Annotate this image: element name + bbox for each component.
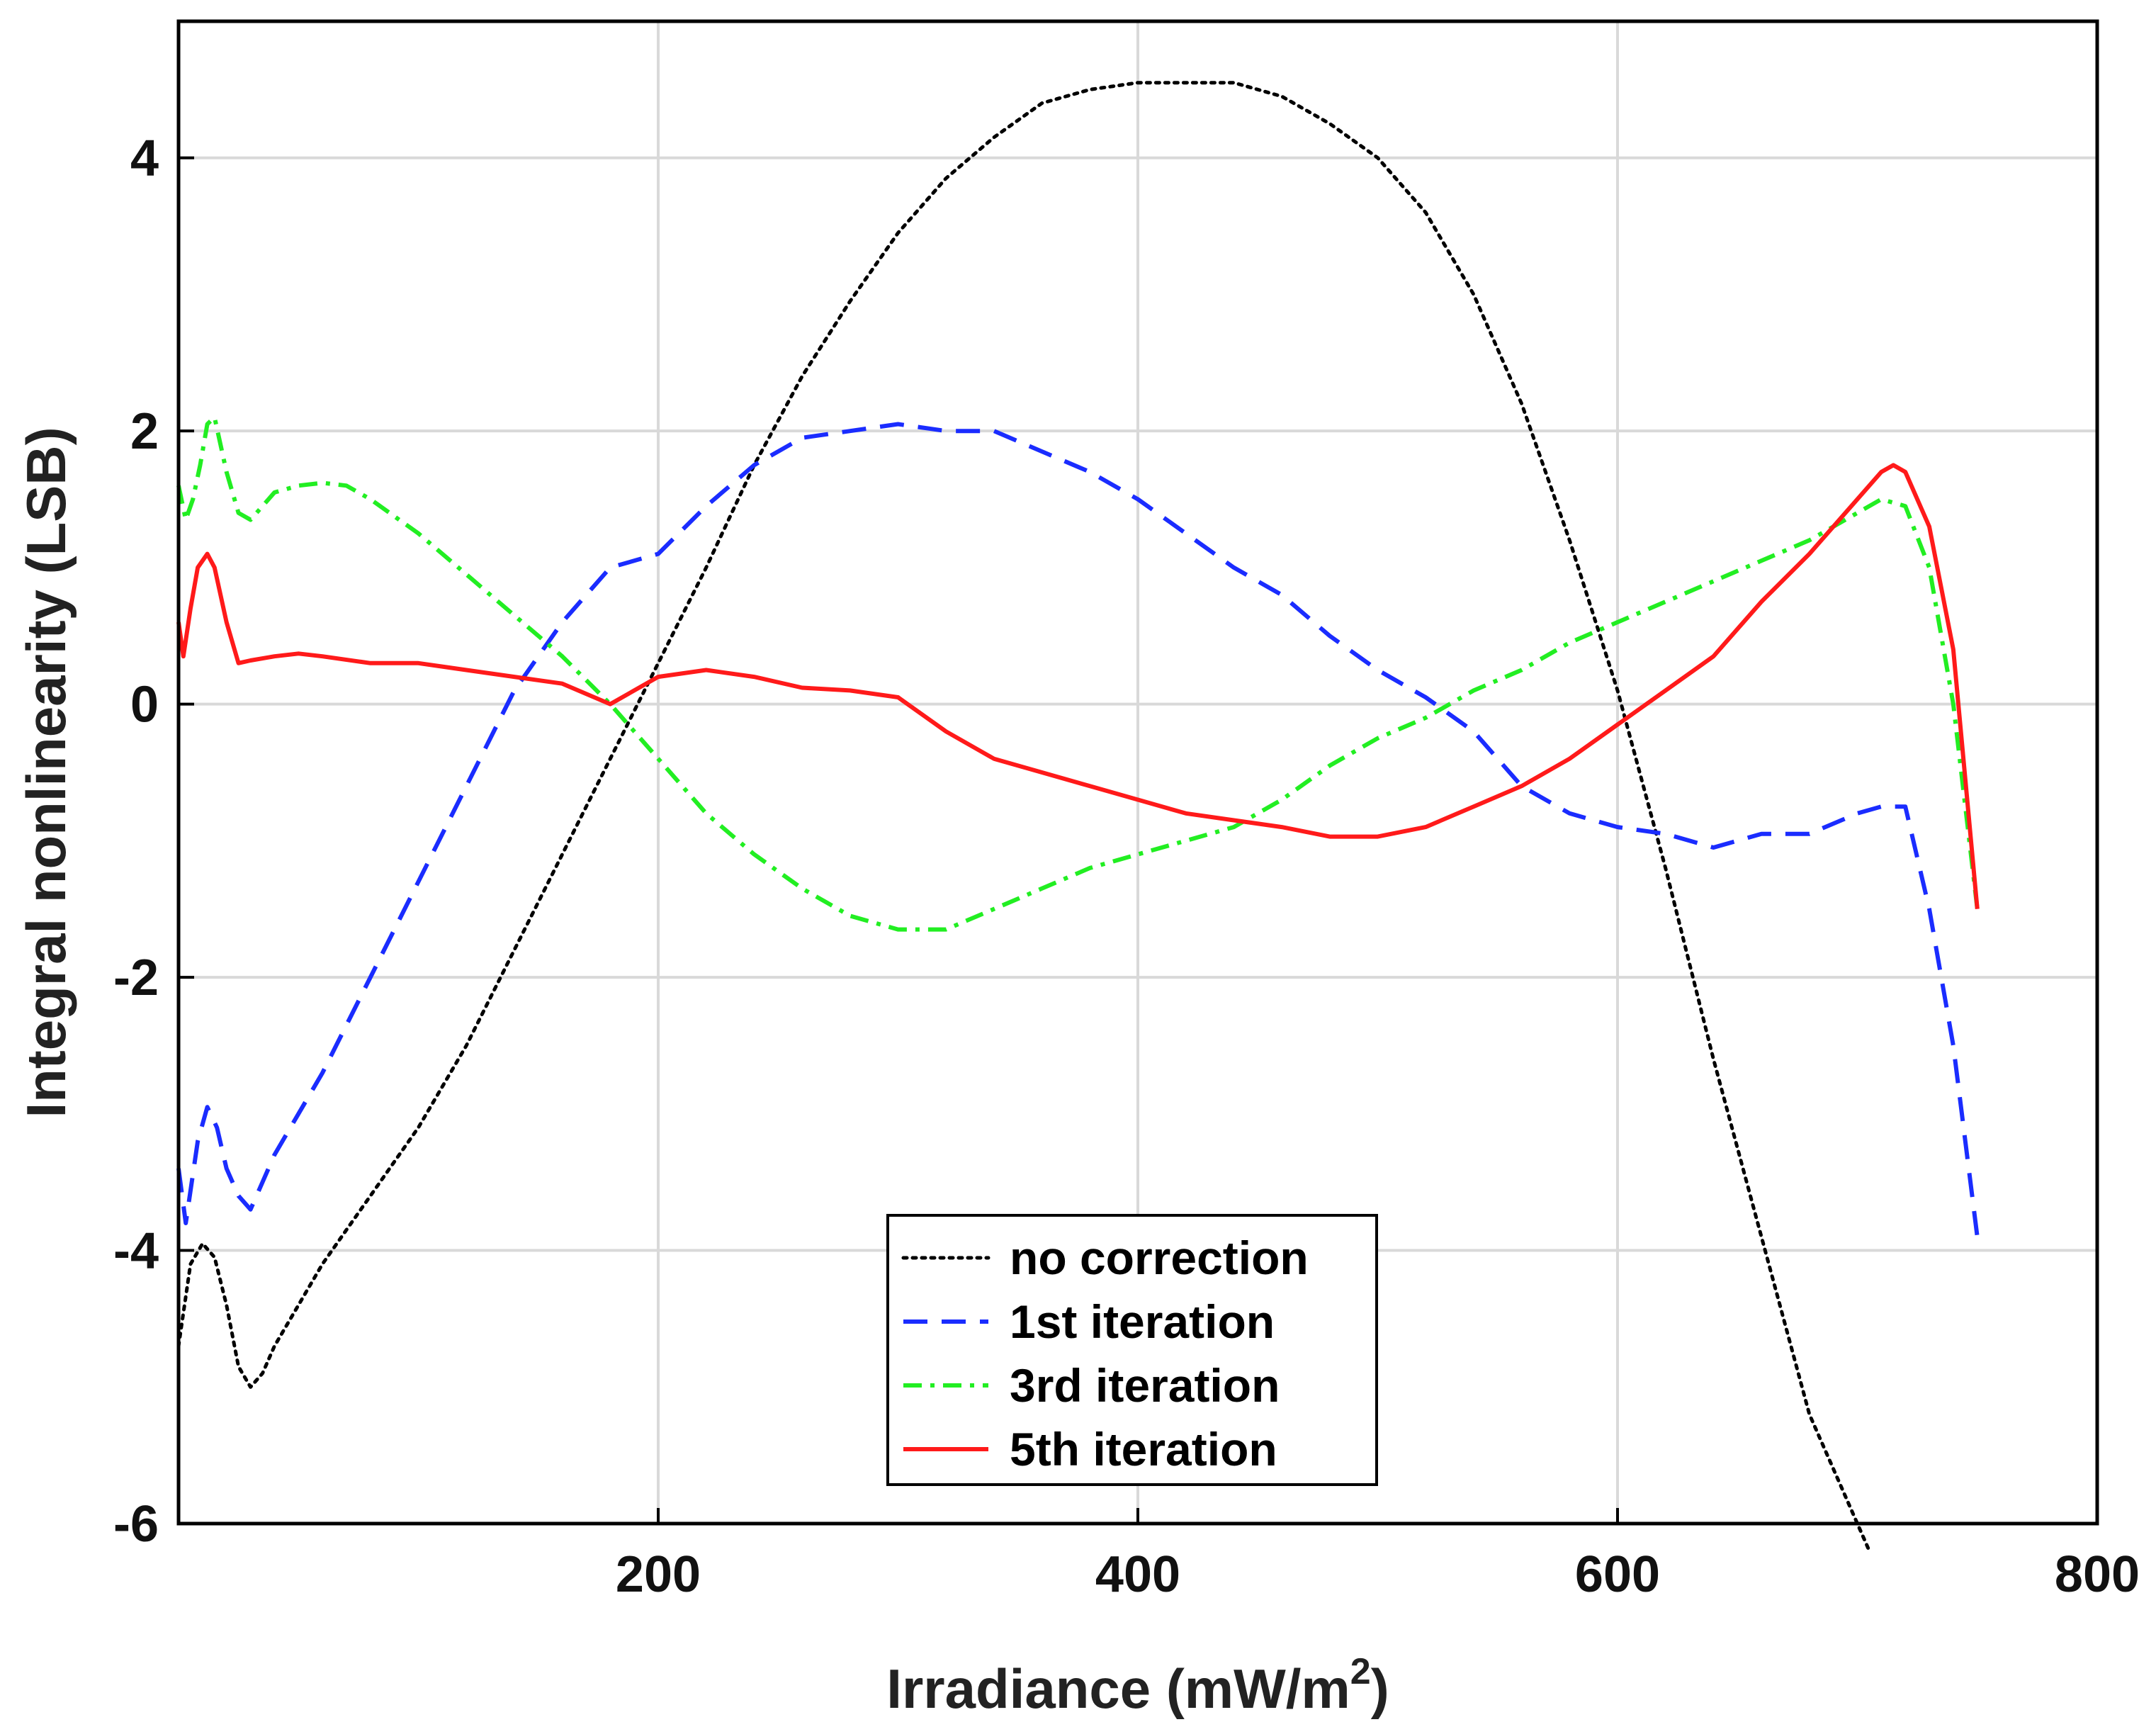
x-axis-label-main: Irradiance (mW/m — [886, 1658, 1350, 1720]
y-tick-label: 0 — [130, 677, 159, 733]
ticks: 200 400 600 800 -6 -4 -2 0 2 4 — [113, 130, 2140, 1603]
x-axis-label-sup: 2 — [1350, 1651, 1371, 1692]
x-axis-label-close: ) — [1371, 1658, 1389, 1720]
legend-label: 3rd iteration — [1010, 1359, 1280, 1412]
y-tick-label: 2 — [130, 403, 159, 460]
series-line-1st-iteration — [176, 422, 1980, 1237]
x-axis-label: Irradiance (mW/m2) — [886, 1651, 1389, 1720]
x-tick-label: 600 — [1575, 1546, 1660, 1603]
y-axis-label: Integral nonlinearity (LSB) — [15, 427, 77, 1118]
y-tick-label: -4 — [113, 1223, 159, 1280]
legend: no correction 1st iteration 3rd iteration 5… — [886, 1214, 1378, 1486]
y-tick-label: -2 — [113, 950, 159, 1006]
series-layer — [176, 81, 1980, 1553]
x-tick-label: 800 — [2055, 1546, 2140, 1603]
legend-label: no correction — [1010, 1232, 1309, 1284]
y-tick-label: 4 — [130, 130, 159, 187]
legend-box — [886, 1214, 1378, 1486]
x-tick-label: 200 — [616, 1546, 701, 1603]
legend-label: 5th iteration — [1010, 1423, 1277, 1475]
series-line-5th-iteration — [176, 463, 1980, 909]
legend-label: 1st iteration — [1010, 1295, 1275, 1348]
x-tick-label: 400 — [1095, 1546, 1180, 1603]
y-tick-label: -6 — [113, 1496, 159, 1553]
series-line-no-correction — [176, 81, 1871, 1553]
